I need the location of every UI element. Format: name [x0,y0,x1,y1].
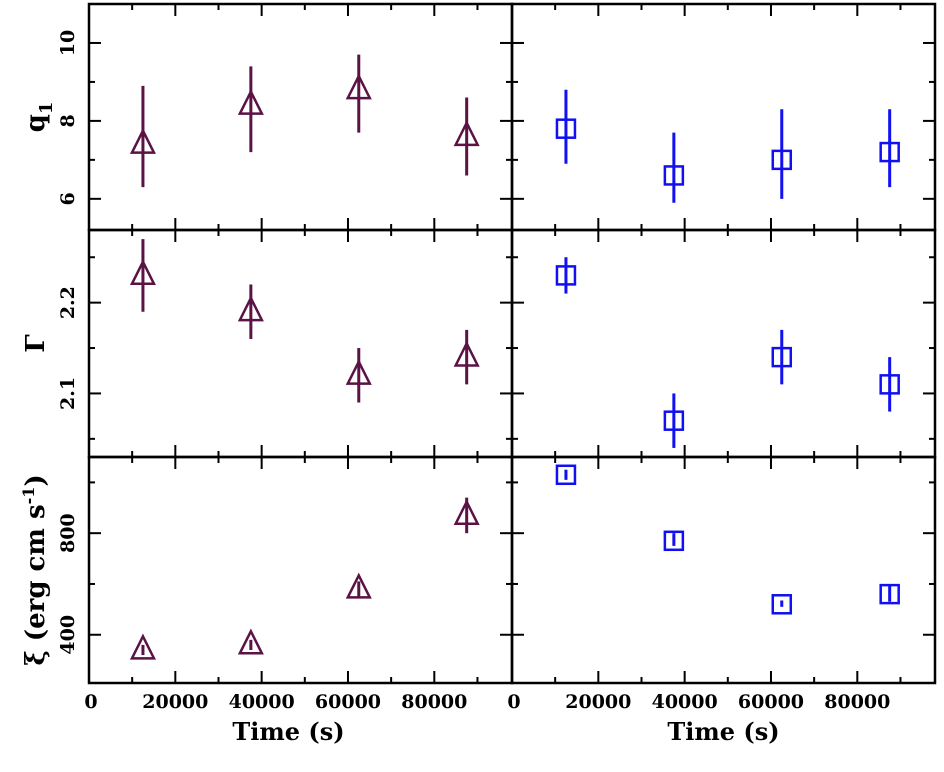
y-axis-label-xi: ξ (erg cm s-1) [19,474,51,665]
panel-frame-right-top [510,2,937,232]
y-tick-label: 2.1 [57,377,79,410]
data-point-triangle [237,628,264,655]
y-tick-label: 400 [57,615,79,655]
panel-frame-right-middle [510,228,937,459]
x-tick-label: 80000 [824,691,890,713]
x-axis-title: Time (s) [232,717,344,746]
data-point-square [879,374,900,395]
data-point-square [879,141,900,163]
x-tick-label: 20000 [565,691,631,713]
data-point-square [771,149,793,171]
data-point-triangle [453,340,480,367]
y-axis-label-q1: q1 [21,102,57,133]
y-tick-label: 10 [57,30,79,56]
panel-frame-right-bottom [510,455,937,685]
x-tick-label: 0 [84,691,97,713]
y-tick-label: 6 [57,192,79,205]
data-point-square [663,530,685,552]
data-point-square [663,165,685,186]
data-point-square [555,118,577,139]
y-tick-label: 2.2 [57,286,79,319]
data-point-square [663,410,685,431]
data-point-triangle [345,572,372,599]
x-tick-label: 40000 [229,691,295,713]
x-axis-title: Time (s) [667,717,779,746]
data-point-triangle [237,295,264,322]
data-point-triangle [345,358,372,385]
data-point-square [879,583,900,605]
x-tick-label: 60000 [738,691,804,713]
data-point-triangle [453,498,480,526]
data-point-square [555,265,577,286]
panel-frame-left-top [87,2,514,232]
y-axis-label-gamma: Γ [21,334,51,353]
data-point-triangle [129,633,156,660]
data-point-square [555,464,577,486]
x-tick-label: 0 [507,691,520,713]
y-tick-label: 8 [57,114,79,127]
data-point-triangle [453,120,480,147]
data-point-square [771,594,793,615]
panel-frame-left-bottom [87,455,514,685]
data-point-triangle [129,258,156,286]
x-tick-label: 40000 [652,691,718,713]
x-tick-label: 80000 [401,691,467,713]
data-point-triangle [237,88,264,115]
x-tick-label: 60000 [315,691,381,713]
x-tick-label: 20000 [142,691,208,713]
data-point-triangle [345,73,372,100]
data-point-triangle [129,127,156,154]
data-point-square [771,346,793,368]
y-tick-label: 800 [57,513,79,553]
panel-frame-left-middle [87,228,514,459]
